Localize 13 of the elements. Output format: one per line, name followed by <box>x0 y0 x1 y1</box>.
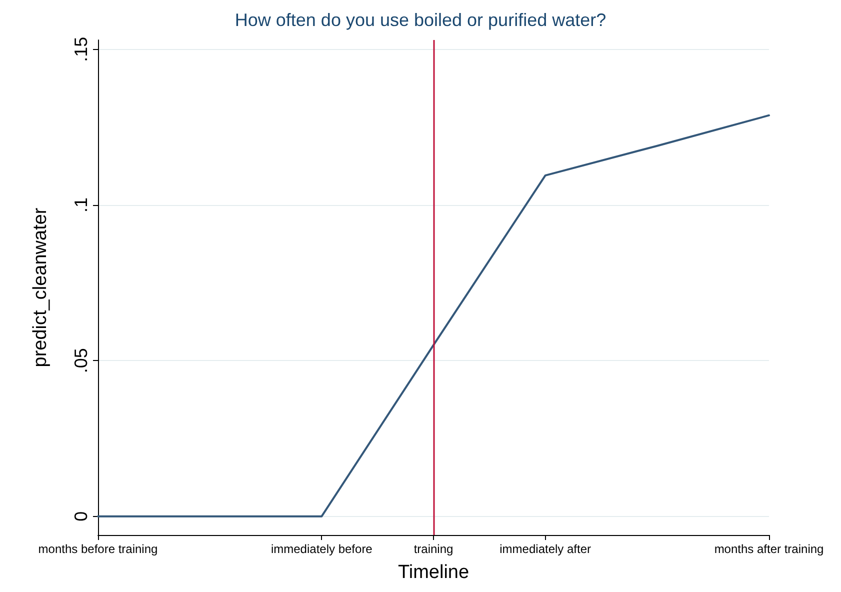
y-tick-label: .05 <box>71 348 91 374</box>
x-tick-label: immediately before <box>270 542 373 556</box>
x-tick-label: training <box>414 542 454 556</box>
y-tick-label: .15 <box>71 36 91 62</box>
chart-title: How often do you use boiled or purified water? <box>234 10 606 30</box>
x-tick-label: months after training <box>714 542 824 556</box>
y-tick-label: .1 <box>71 197 91 213</box>
line-series <box>97 114 770 518</box>
x-tick-label: immediately after <box>500 542 592 556</box>
y-tick-label: 0 <box>71 511 91 522</box>
x-tick-label: months before training <box>38 542 158 556</box>
y-axis-title: predict_cleanwater <box>30 207 51 368</box>
x-axis-title: Timeline <box>398 562 470 583</box>
